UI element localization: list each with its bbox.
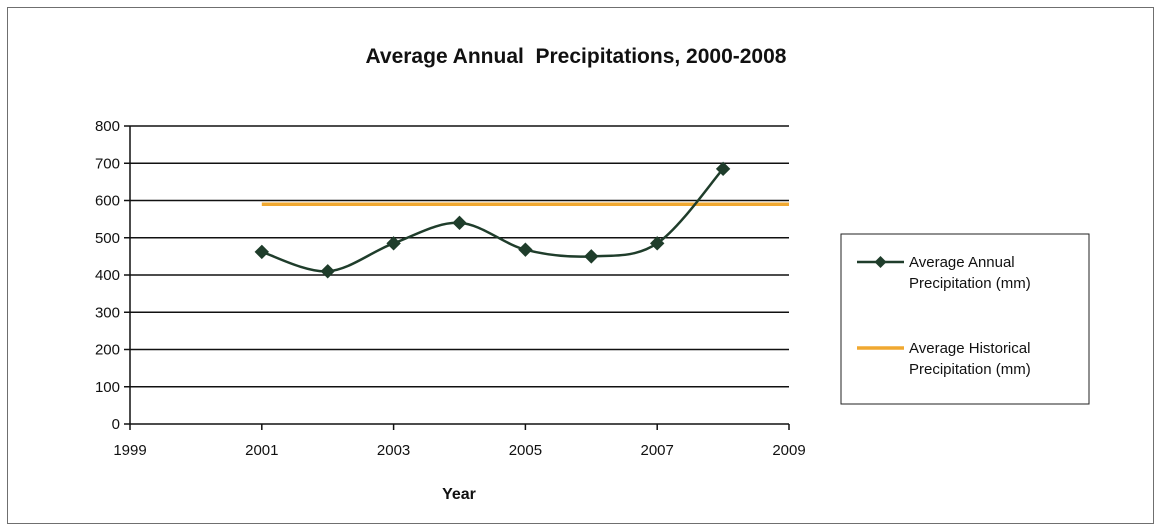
legend-label-historical: Average Historical: [909, 340, 1030, 357]
x-tick-labels: 1999 2001 2003 2005 2007 2009: [113, 442, 805, 459]
legend: Average Annual Precipitation (mm) Average …: [840, 233, 1090, 405]
y-tick-label: 0: [112, 416, 120, 433]
data-point-marker: [386, 236, 401, 251]
data-point-marker: [320, 264, 335, 279]
data-point-marker: [649, 236, 665, 251]
axes: [129, 126, 790, 430]
y-tick-label: 800: [95, 118, 120, 135]
series-line-annual: [261, 168, 725, 273]
chart-title: Average Annual Precipitations, 2000-2008: [366, 45, 787, 68]
x-tick-label: 2007: [641, 442, 674, 459]
data-point-marker: [254, 244, 270, 260]
data-point-marker: [584, 249, 599, 264]
y-tick-label: 300: [95, 304, 120, 321]
y-tick-label: 100: [95, 379, 120, 396]
y-tick-labels: 0 100 200 300 400 500 600 700 800: [95, 118, 120, 433]
x-axis-label: Year: [442, 486, 476, 503]
y-tick-label: 700: [95, 155, 120, 172]
y-tick-label: 600: [95, 193, 120, 210]
legend-label-annual: Average Annual: [909, 254, 1015, 271]
data-point-marker: [518, 242, 533, 257]
series-group: [254, 161, 789, 279]
legend-label-annual: Precipitation (mm): [909, 275, 1031, 292]
y-tick-label: 200: [95, 342, 120, 359]
x-tick-label: 2009: [772, 442, 805, 459]
data-point-marker: [452, 215, 467, 231]
legend-label-historical: Precipitation (mm): [909, 361, 1031, 378]
data-point-marker: [715, 161, 731, 177]
x-tick-label: 2005: [509, 442, 542, 459]
y-tick-label: 400: [95, 267, 120, 284]
x-tick-label: 2003: [377, 442, 410, 459]
y-tick-label: 500: [95, 230, 120, 247]
gridlines: [124, 125, 789, 425]
legend-marker-annual: [874, 256, 887, 268]
x-tick-label: 1999: [113, 442, 146, 459]
x-tick-label: 2001: [245, 442, 278, 459]
